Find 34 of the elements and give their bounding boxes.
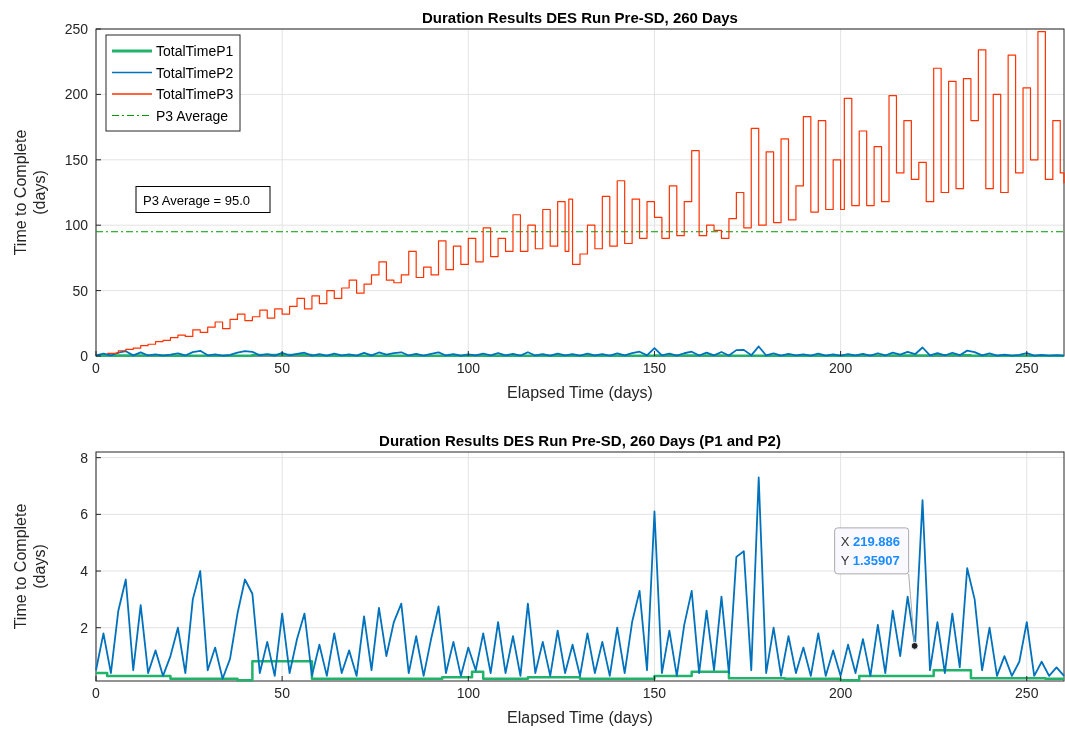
annotation: X 219.886 Y 1.35907 <box>840 533 900 568</box>
x-tick-label: 200 <box>828 685 853 701</box>
legend-label: P3 Average <box>156 107 229 124</box>
y-tick-label: 100 <box>64 217 89 234</box>
y-tick-label: 50 <box>72 282 89 299</box>
x-tick-label: 50 <box>274 360 291 376</box>
x-tick-label: 100 <box>456 685 481 701</box>
chart-title: Duration Results DES Run Pre-SD, 260 Days <box>422 9 738 26</box>
x-tick-label: 250 <box>1015 685 1039 701</box>
legend-label: TotalTimeP1 <box>156 43 234 59</box>
annotation: P3 Average = 95.0 <box>143 192 251 208</box>
x-axis-title: Elapsed Time (days) <box>507 709 653 726</box>
y-tick-label: 0 <box>80 348 89 364</box>
y-tick-label: 8 <box>80 449 89 466</box>
x-tick-label: 0 <box>92 685 101 701</box>
y-tick-label: 4 <box>80 563 89 580</box>
x-tick-label: 250 <box>1015 360 1039 376</box>
y-tick-label: 150 <box>64 151 89 168</box>
x-tick-label: 0 <box>92 360 101 376</box>
x-axis-title: Elapsed Time (days) <box>507 384 653 401</box>
x-tick-label: 150 <box>642 685 667 701</box>
x-tick-label: 150 <box>642 360 667 376</box>
y-tick-label: 2 <box>80 619 89 636</box>
legend-label: TotalTimeP2 <box>156 64 234 81</box>
x-tick-label: 100 <box>456 360 481 376</box>
chart-title: Duration Results DES Run Pre-SD, 260 Days (P1 and P2) <box>379 432 781 449</box>
y-tick-label: 200 <box>64 86 89 103</box>
y-tick-label: 6 <box>80 506 89 523</box>
x-tick-label: 200 <box>828 360 853 376</box>
y-axis-title: Time to Complete (days) <box>12 503 48 630</box>
y-axis-title: Time to Complete (days) <box>12 129 48 256</box>
legend-label: TotalTimeP3 <box>156 86 234 102</box>
y-tick-label: 250 <box>64 21 89 37</box>
x-tick-label: 50 <box>274 685 291 701</box>
